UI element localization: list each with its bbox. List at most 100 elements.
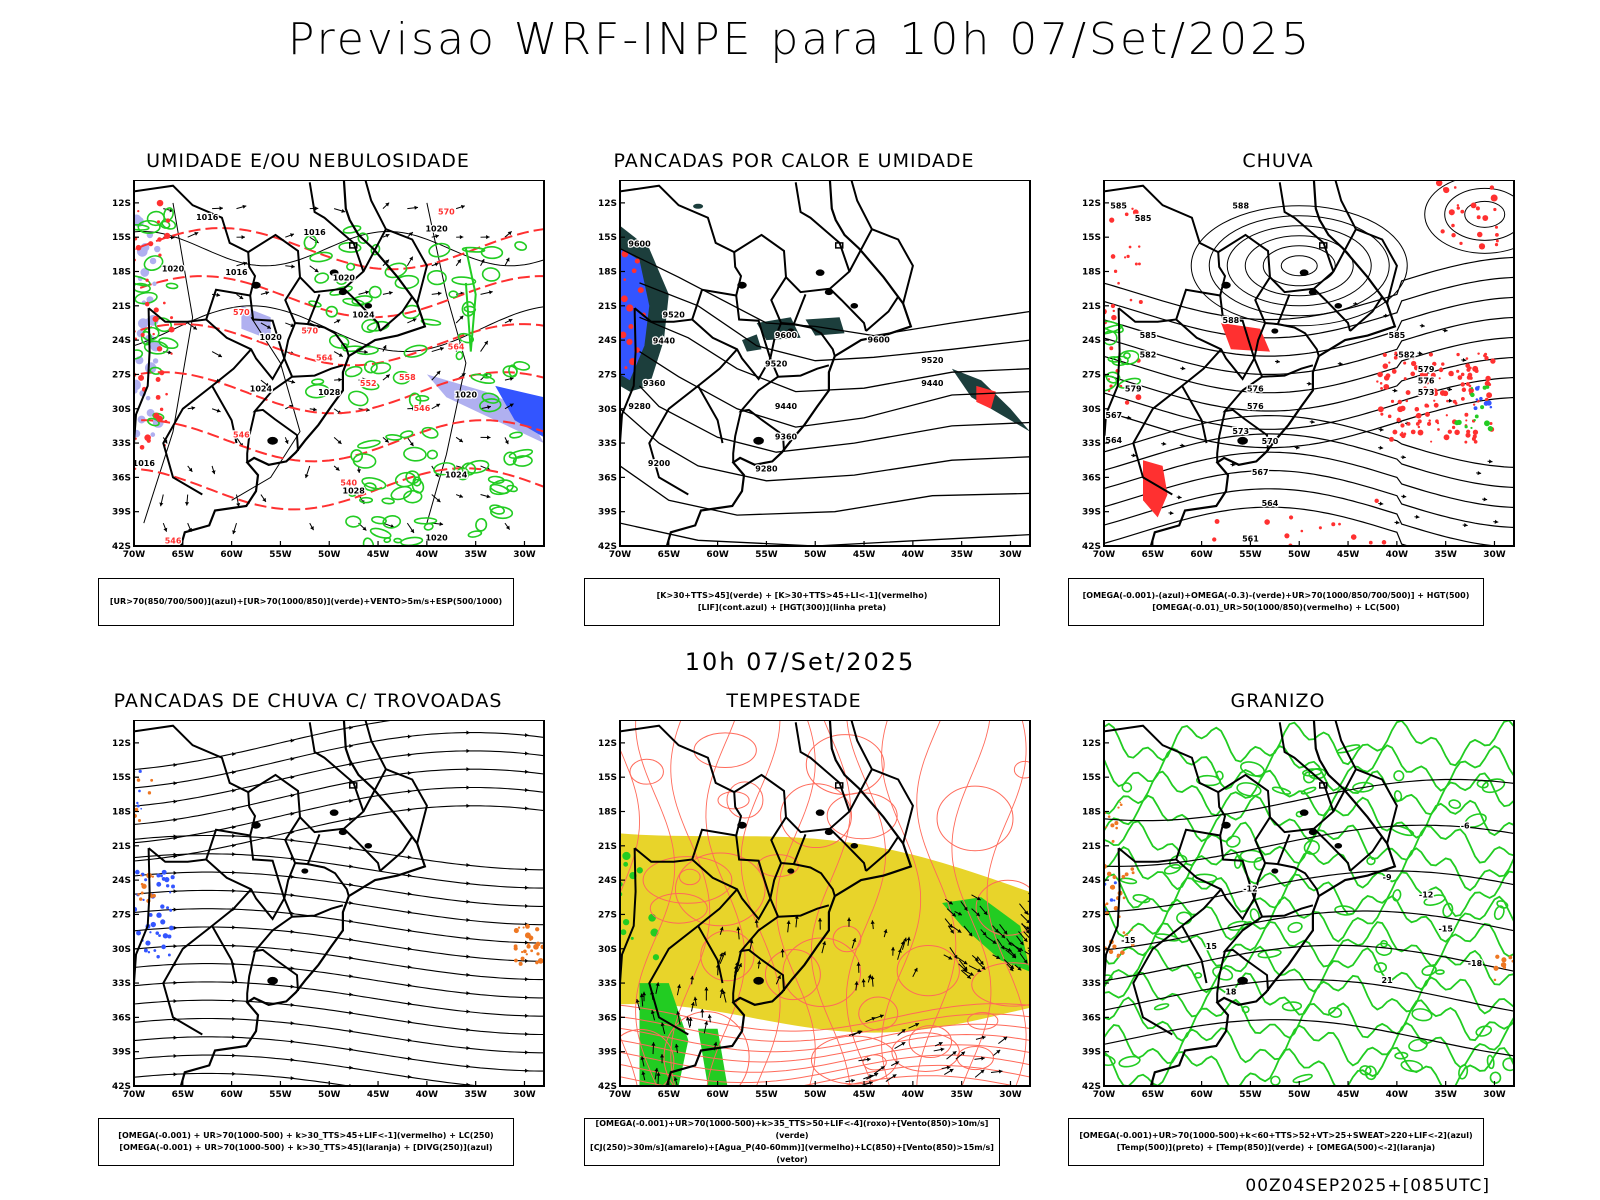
humidity-contour [134, 282, 151, 294]
wind-vector [890, 946, 896, 951]
wind-area [622, 918, 630, 926]
streamline [1104, 256, 1514, 321]
humidity-contour [411, 478, 425, 494]
streamline-arrow [349, 955, 353, 960]
rain-area [1448, 370, 1454, 377]
border-line [1332, 180, 1358, 272]
lat-tick-label: 18S [112, 808, 131, 818]
thickness-contour [137, 210, 140, 213]
divergence-area [149, 931, 152, 934]
legend-line: [OMEGA(-0.001)-(azul)+OMEGA(-0.3)-(verde… [1082, 591, 1470, 600]
streamline-arrow [291, 1113, 294, 1117]
wind-vector [976, 896, 981, 901]
divergence-area [143, 948, 148, 953]
omega-area [1119, 803, 1123, 807]
streamline-arrow [466, 991, 470, 996]
wind-vector [310, 526, 314, 531]
streamline-arrow [408, 1111, 411, 1115]
hail-area [1113, 899, 1116, 902]
thickness-contour [148, 241, 154, 247]
wind-vector [385, 233, 390, 238]
wind-vector [434, 262, 439, 267]
omega-area [1119, 801, 1122, 804]
contour-label: 570 [301, 326, 318, 335]
border-line [620, 308, 637, 444]
wind-vector [219, 206, 223, 211]
temp850-contour [1475, 1025, 1493, 1037]
thunder-area [147, 791, 152, 795]
streamline-arrow [173, 925, 178, 930]
humidity-contour [146, 417, 160, 427]
streamline-arrow [525, 958, 529, 963]
lon-tick-label: 70W [123, 550, 146, 560]
lat-tick-label: 30S [1082, 945, 1101, 955]
wind-vector [336, 319, 341, 324]
height-contour [639, 282, 1030, 362]
border-line [829, 287, 867, 332]
omega-area [1121, 874, 1126, 879]
divergence-area [153, 949, 157, 952]
rain-area-blue [1475, 398, 1479, 401]
rain-area [1403, 377, 1407, 381]
rain-area [1445, 414, 1448, 417]
red-cell [626, 338, 633, 345]
rain-area [1472, 434, 1477, 439]
omega-area [1114, 821, 1119, 826]
lat-tick-label: 33S [598, 439, 617, 449]
omega-area [1131, 871, 1135, 875]
border-line [205, 318, 286, 381]
temp850-contour [1104, 744, 1514, 792]
rain-area [1438, 367, 1444, 373]
streamline [896, 945, 960, 997]
lon-tick-label: 70W [1093, 1090, 1116, 1100]
border-line [1355, 228, 1398, 304]
lake-shape [824, 289, 834, 296]
rain-area [1487, 382, 1492, 387]
thickness-contour [162, 301, 166, 305]
rain-area [1137, 245, 1141, 248]
border-line [1222, 898, 1269, 992]
rain-area [1389, 436, 1394, 442]
contour-label: 9360 [643, 379, 666, 388]
omega-area [1105, 902, 1109, 906]
humidity-contour [479, 398, 502, 413]
border-line [385, 228, 428, 304]
streamline [881, 720, 922, 1086]
lat-tick-label: 15S [1082, 773, 1101, 783]
contour-label: -15 [1121, 936, 1136, 945]
humidity-contour [455, 351, 464, 361]
lake-shape [301, 868, 309, 874]
lon-tick-label: 40W [416, 550, 439, 560]
border-line [249, 295, 286, 359]
thickness-contour [134, 371, 544, 415]
divergence-area [135, 869, 140, 875]
thunder-area [524, 932, 531, 939]
contour-label: 588 [1223, 316, 1240, 325]
omega-area [1508, 955, 1513, 960]
omega-area [1112, 875, 1117, 880]
humidity-contour [513, 361, 531, 371]
lon-tick-label: 45W [367, 550, 390, 560]
rain-area [1410, 360, 1417, 367]
rain-area [1392, 429, 1398, 435]
legend-trovoadas: [OMEGA(-0.001) + UR>70(1000-500) + k>30_… [98, 1118, 514, 1166]
humidity-contour [347, 390, 369, 407]
lat-tick-label: 15S [112, 233, 131, 243]
streamline-arrow [1339, 361, 1343, 366]
temp850-contour [1380, 939, 1388, 948]
rain-area [1453, 186, 1457, 189]
wind-vector [754, 919, 759, 923]
wind-vector [1034, 950, 1038, 954]
temp850-contour [1233, 854, 1242, 869]
humidity-contour [335, 276, 348, 286]
wind-vector [1031, 901, 1035, 905]
wind-vector [948, 955, 953, 960]
streamline-arrow [232, 1108, 235, 1112]
streamline-arrow [1462, 357, 1467, 363]
temp850-contour [1240, 761, 1265, 777]
humidity-contour [309, 251, 333, 263]
wind-vector [168, 350, 172, 355]
wind-vector [951, 912, 956, 917]
panel-pancadas-calor: PANCADAS POR CALOR E UMIDADE 9600 9520 944… [564, 150, 1031, 630]
wind-vector [409, 256, 413, 261]
